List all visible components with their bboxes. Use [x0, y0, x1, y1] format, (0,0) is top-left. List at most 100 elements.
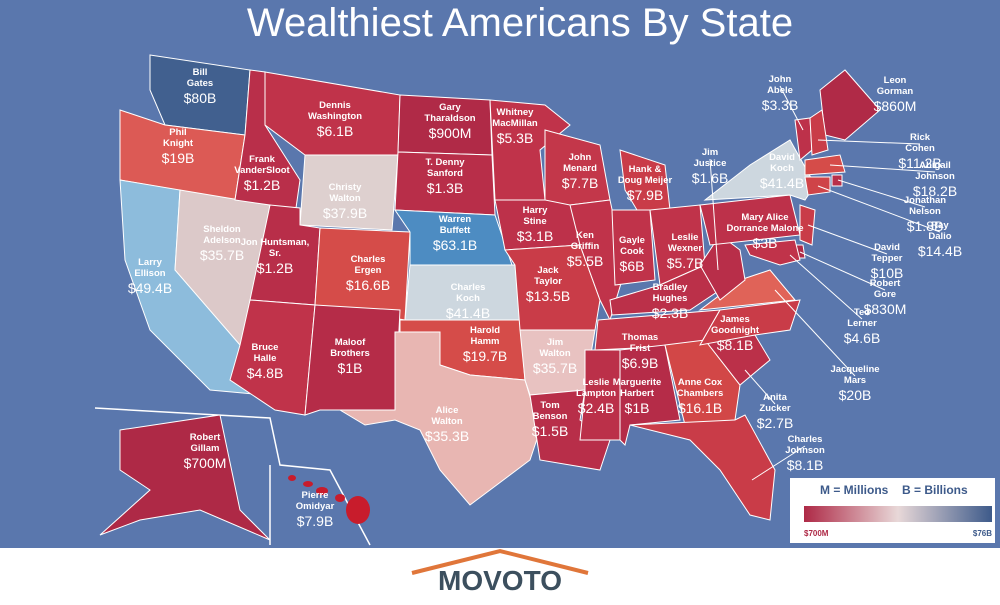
state-person: Charles Ergen [351, 254, 386, 276]
logo-roof [411, 548, 589, 575]
state-person: David Tepper [872, 242, 903, 264]
state-worth: $10B [871, 265, 904, 281]
legend-units: B = Billions [902, 483, 968, 497]
state-person: John Abele [767, 74, 793, 96]
state-person: Warren Buffett [439, 214, 472, 236]
state-worth: $5.3B [497, 130, 534, 146]
state-worth: $1.3B [427, 180, 464, 196]
state-worth: $19.7B [463, 348, 507, 364]
state-worth: $1.6B [692, 170, 729, 186]
state-worth: $63.1B [433, 237, 477, 253]
state [799, 204, 816, 246]
title: Wealthiest Americans By State [247, 1, 793, 45]
leader-line [789, 254, 863, 320]
state [804, 176, 831, 196]
state-worth: $7.9B [627, 187, 664, 203]
state [338, 331, 541, 506]
state-worth: $49.4B [128, 280, 172, 296]
state [699, 299, 801, 346]
state-person: Ted Lerner [847, 307, 877, 329]
state-person: Leslie Wexner [668, 232, 702, 254]
state-person: Robert Gillam [190, 432, 221, 454]
state [804, 154, 846, 176]
leader-line [744, 369, 776, 405]
state-person: Frank VanderSloot [234, 154, 290, 176]
state-person: Rick Cohen [905, 132, 935, 154]
leader-line [807, 224, 888, 255]
state [744, 239, 801, 266]
state-person: Christy Walton [329, 182, 362, 204]
state-person: Jon Huntsman, Sr. [241, 237, 310, 259]
state-person: Maloof Brothers [330, 337, 370, 359]
state-worth: $2.7B [757, 415, 794, 431]
state-person: Charles Koch [451, 282, 486, 304]
legend-units: M = Millions [820, 483, 889, 497]
state-worth: $4.8B [247, 365, 284, 381]
state-worth: $1B [338, 360, 363, 376]
state [831, 174, 843, 187]
state-person: Jack Taylor [534, 265, 562, 287]
state-worth: $19B [162, 150, 195, 166]
state [299, 154, 399, 231]
state-worth: $6.1B [317, 123, 354, 139]
state-person: Larry Ellison [134, 257, 165, 279]
state-person: Gary Tharaldson [424, 102, 475, 124]
legend-scale [804, 506, 992, 522]
state-person: Pierre Omidyar [296, 490, 335, 512]
state-person: Jacqueline Mars [830, 364, 879, 386]
state-worth: $16.1B [678, 400, 722, 416]
state-worth: $13.5B [526, 288, 570, 304]
leader-line [817, 139, 921, 145]
leader-line [779, 85, 804, 131]
inset-divider [94, 407, 371, 546]
state-person: John Menard [563, 152, 597, 174]
state [335, 494, 345, 502]
brand: MOVOTO [438, 565, 562, 596]
state-worth: $35.7B [533, 360, 577, 376]
state-worth: $3.3B [762, 97, 799, 113]
state-person: Dennis Washington [308, 100, 362, 122]
state-person: Leon Gorman [877, 75, 914, 97]
state-worth: $4.6B [844, 330, 881, 346]
state-person: Whitney MacMillan [492, 107, 538, 129]
state-worth: $1.2B [257, 260, 294, 276]
state-worth: $11.2B [898, 155, 941, 171]
state [99, 414, 271, 541]
state-person: David Koch [769, 152, 795, 174]
state-person: Alice Walton [431, 405, 463, 427]
state-person: Thomas Frist [622, 332, 658, 354]
state-person: Anne Cox Chambers [677, 377, 723, 399]
state-worth: $830M [864, 301, 907, 317]
state-person: Ray Dalio [928, 220, 951, 242]
leader-line [829, 164, 936, 173]
legend-min: $700M [804, 529, 829, 538]
state-worth: $3.1B [517, 228, 554, 244]
state-worth: $5.5B [567, 253, 604, 269]
state-person: Harold Hamm [470, 325, 500, 347]
state-person: Marguerite Harbert [613, 377, 662, 399]
state-worth: $8.1B [717, 337, 754, 353]
state-person: Bradley Hughes [653, 282, 689, 304]
state-person: Hank & Doug Meijer [618, 164, 673, 186]
leader-line [774, 289, 856, 377]
state-worth: $2.3B [652, 305, 689, 321]
state-worth: $6B [620, 258, 645, 274]
state-worth: $1B [625, 400, 650, 416]
state [611, 209, 656, 286]
state-worth: $41.4B [760, 175, 804, 191]
state-person: Mary Alice Dorrance Malone [726, 212, 803, 234]
state-worth: $80B [184, 90, 217, 106]
state [809, 109, 829, 156]
state [316, 487, 328, 495]
state-worth: $6.9B [622, 355, 659, 371]
state [346, 496, 370, 524]
state-worth: $7.7B [562, 175, 599, 191]
footer-band [0, 548, 1000, 600]
state-person: Tom Benson [533, 400, 568, 422]
state-person: Charles Johnson [785, 434, 825, 456]
state-worth: $41.4B [446, 305, 490, 321]
state-worth: $7.9B [297, 513, 334, 529]
state-person: Sheldon Adelson [203, 224, 241, 246]
state [303, 481, 313, 487]
